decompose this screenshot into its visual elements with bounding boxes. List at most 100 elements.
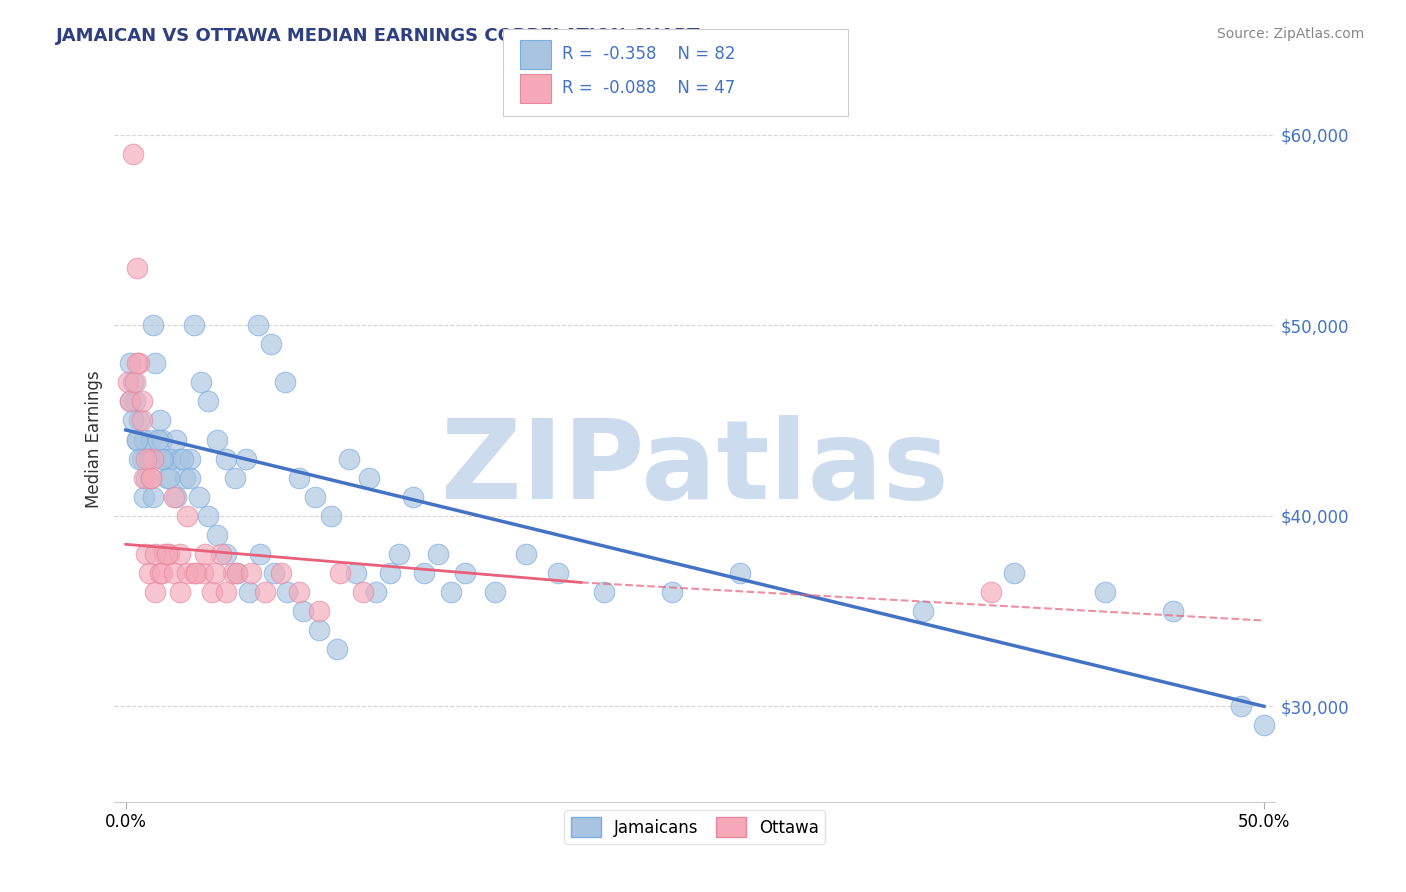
Point (156, 470, 179, 484)
Point (128, 451, 150, 466)
Point (127, 260, 149, 275)
Point (344, 566, 367, 580)
Point (121, 146, 143, 161)
Point (138, 566, 160, 580)
Point (149, 413, 172, 427)
Point (378, 566, 401, 580)
Point (193, 566, 215, 580)
Point (249, 547, 271, 561)
Point (224, 470, 246, 484)
Point (120, 394, 142, 409)
Point (1230, 699, 1253, 714)
Text: R =  -0.088    N = 47: R = -0.088 N = 47 (562, 79, 735, 97)
Point (160, 451, 183, 466)
Point (153, 451, 176, 466)
Point (146, 433, 169, 447)
Point (240, 566, 263, 580)
Point (1094, 585, 1116, 599)
Point (121, 376, 143, 390)
Point (276, 585, 298, 599)
Point (157, 547, 180, 561)
Text: Source: ZipAtlas.com: Source: ZipAtlas.com (1216, 27, 1364, 41)
Legend: Jamaicans, Ottawa: Jamaicans, Ottawa (564, 810, 825, 844)
Point (124, 376, 146, 390)
Point (117, 376, 139, 390)
Point (183, 318, 205, 333)
Point (165, 490, 187, 504)
Point (222, 566, 245, 580)
Point (179, 470, 201, 484)
Point (157, 470, 180, 484)
Point (131, 394, 153, 409)
Point (187, 490, 209, 504)
Point (226, 566, 249, 580)
Point (142, 318, 165, 333)
Point (172, 451, 194, 466)
Point (150, 451, 173, 466)
Point (215, 547, 238, 561)
Point (319, 508, 342, 523)
Point (127, 433, 149, 447)
Point (1253, 718, 1275, 732)
Point (139, 470, 162, 484)
Point (215, 585, 238, 599)
Point (592, 585, 614, 599)
Point (169, 585, 191, 599)
Point (169, 451, 191, 466)
Point (124, 394, 146, 409)
Point (176, 508, 198, 523)
Point (1161, 604, 1184, 618)
Point (121, 413, 143, 427)
Point (128, 356, 150, 370)
Point (138, 451, 160, 466)
Point (128, 413, 150, 427)
Point (484, 585, 506, 599)
Point (138, 451, 160, 466)
Point (179, 451, 201, 466)
Point (153, 547, 176, 561)
Point (661, 585, 683, 599)
Point (292, 604, 315, 618)
Text: ZIPatlas: ZIPatlas (441, 415, 949, 522)
Point (253, 585, 276, 599)
Point (263, 566, 285, 580)
Point (401, 490, 423, 504)
Point (204, 566, 226, 580)
Point (911, 604, 934, 618)
Point (176, 566, 198, 580)
Point (132, 433, 155, 447)
Point (186, 566, 208, 580)
Point (156, 547, 179, 561)
Point (132, 470, 155, 484)
Point (246, 318, 269, 333)
Point (145, 356, 167, 370)
Point (150, 433, 173, 447)
Point (209, 547, 232, 561)
Point (388, 547, 411, 561)
Point (329, 566, 352, 580)
Point (131, 451, 153, 466)
Point (120, 394, 142, 409)
Point (366, 585, 388, 599)
Point (162, 566, 184, 580)
Point (150, 566, 173, 580)
Point (145, 547, 167, 561)
Point (730, 566, 752, 580)
Point (120, 356, 142, 370)
Point (132, 490, 155, 504)
Point (515, 547, 537, 561)
Point (1002, 566, 1025, 580)
Point (139, 470, 162, 484)
Point (547, 566, 569, 580)
Point (359, 470, 381, 484)
Point (308, 623, 330, 637)
Point (135, 470, 157, 484)
Point (352, 585, 374, 599)
Point (142, 451, 165, 466)
Point (131, 413, 153, 427)
Point (127, 356, 149, 370)
Point (139, 433, 162, 447)
Point (326, 642, 349, 657)
Point (226, 566, 249, 580)
Point (183, 566, 205, 580)
